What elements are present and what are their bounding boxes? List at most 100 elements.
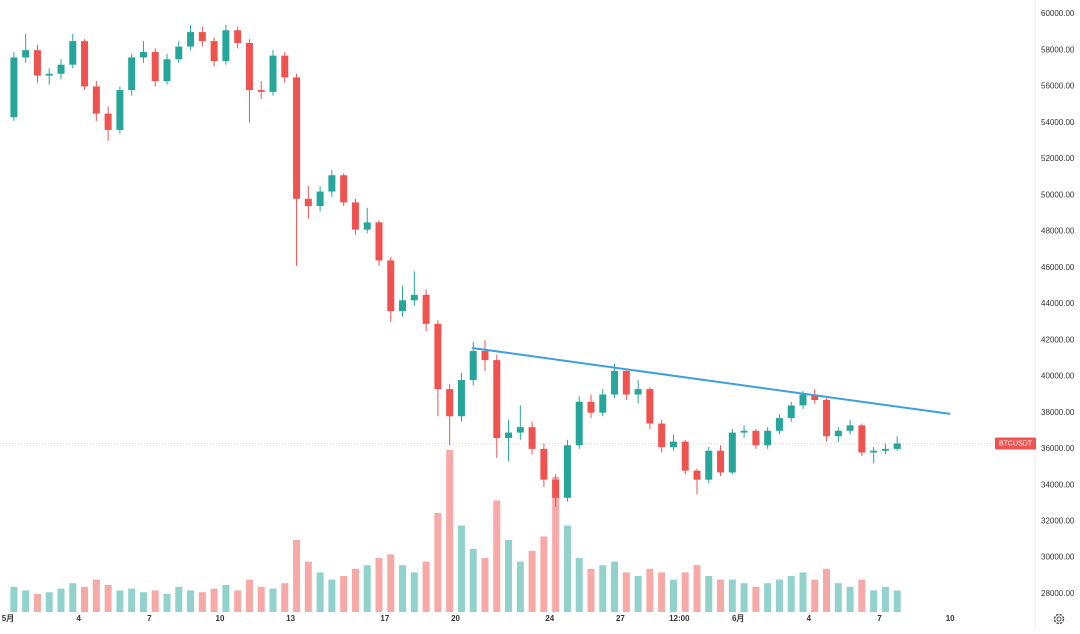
volume-bar <box>410 572 418 612</box>
candle-body <box>552 479 560 498</box>
y-tick-label: 48000.00 <box>1041 227 1075 236</box>
volume-bar <box>881 586 889 612</box>
candle-body <box>728 432 736 473</box>
candle-body <box>516 427 524 433</box>
candle-body <box>870 450 878 453</box>
y-tick-label: 38000.00 <box>1041 408 1075 417</box>
volume-bar <box>693 565 701 612</box>
x-tick-label: 13 <box>286 614 295 623</box>
candle-body <box>752 430 760 446</box>
x-tick-label: 7 <box>147 614 152 623</box>
volume-bar <box>787 576 795 612</box>
candle-body <box>658 423 666 448</box>
volume-bar <box>457 525 465 612</box>
last-price-box <box>995 437 1036 450</box>
x-tick-label: 6月 <box>732 614 744 623</box>
candle-body <box>410 294 418 301</box>
volume-bar <box>33 594 41 612</box>
candle-body <box>787 405 795 419</box>
volume-bar <box>728 579 736 612</box>
y-tick-label: 42000.00 <box>1041 335 1075 344</box>
candle-body <box>387 260 395 312</box>
volume-bar <box>293 540 301 612</box>
volume-bar <box>422 561 430 612</box>
candle-body <box>151 52 159 82</box>
volume-bar <box>575 558 583 612</box>
candle-body <box>481 351 489 361</box>
volume-bar <box>198 592 206 612</box>
volume-bar <box>834 583 842 612</box>
trend-line <box>471 346 951 415</box>
volume-bar <box>399 565 407 612</box>
y-tick-label: 60000.00 <box>1041 9 1075 18</box>
candle-body <box>611 370 619 395</box>
candle-body <box>681 441 689 471</box>
x-tick-label: 10 <box>946 614 955 623</box>
volume-bar <box>351 568 359 612</box>
volume-bar <box>469 549 477 612</box>
y-tick-label: 52000.00 <box>1041 154 1075 163</box>
volume-bar <box>139 592 147 612</box>
candle-body <box>163 59 171 82</box>
candle-body <box>210 41 218 62</box>
volume-bar <box>69 583 77 612</box>
volume-bar <box>811 579 819 612</box>
volume-bar <box>340 576 348 612</box>
volume-bar <box>375 558 383 612</box>
volume-bar <box>658 572 666 612</box>
candle-body <box>45 73 53 76</box>
y-tick-label: 54000.00 <box>1041 118 1075 127</box>
x-tick-label: 12:00 <box>669 614 690 623</box>
candle-body <box>834 430 842 437</box>
candle-body <box>717 450 725 473</box>
candle-body <box>33 50 41 76</box>
volume-bar <box>446 450 454 612</box>
candle-body <box>293 77 301 199</box>
candle-body <box>92 86 100 114</box>
volume-bar <box>163 594 171 612</box>
volume-bar <box>799 572 807 612</box>
candle-body <box>846 425 854 431</box>
volume-bar <box>493 500 501 612</box>
candle-body <box>316 191 324 207</box>
candle-body <box>563 445 571 498</box>
candle-body <box>81 41 89 87</box>
candle-body <box>139 52 147 58</box>
candle-body <box>858 425 866 453</box>
candle-body <box>646 389 654 424</box>
candle-body <box>104 113 112 130</box>
candle-body <box>764 430 772 446</box>
candle-body <box>823 399 831 437</box>
candle-body <box>187 32 195 47</box>
volume-bar <box>328 579 336 612</box>
volume-bar <box>210 588 218 612</box>
x-tick-label: 5月 <box>2 614 14 623</box>
volume-bar <box>563 525 571 612</box>
x-tick-label: 17 <box>380 614 389 623</box>
volume-bar <box>858 579 866 612</box>
volume-bar <box>893 590 901 612</box>
x-tick-label: 7 <box>877 614 882 623</box>
candle-body <box>740 430 748 433</box>
volume-bar <box>45 592 53 612</box>
candle-body <box>222 30 230 62</box>
volume-bar <box>552 477 560 612</box>
candle-body <box>799 394 807 406</box>
candle-body <box>375 222 383 261</box>
candle-body <box>328 175 336 192</box>
settings-icon[interactable] <box>1053 613 1065 625</box>
volume-bar <box>846 586 854 612</box>
volume-bar <box>669 579 677 612</box>
candle-body <box>893 443 901 449</box>
volume-bar <box>257 586 265 612</box>
candle-body <box>363 222 371 230</box>
candle-body <box>269 55 277 92</box>
candle-body <box>399 300 407 312</box>
y-tick-label: 34000.00 <box>1041 480 1075 489</box>
volume-bar <box>81 586 89 612</box>
candle-body <box>175 46 183 60</box>
volume-bar <box>587 568 595 612</box>
volume-bar <box>434 513 442 612</box>
